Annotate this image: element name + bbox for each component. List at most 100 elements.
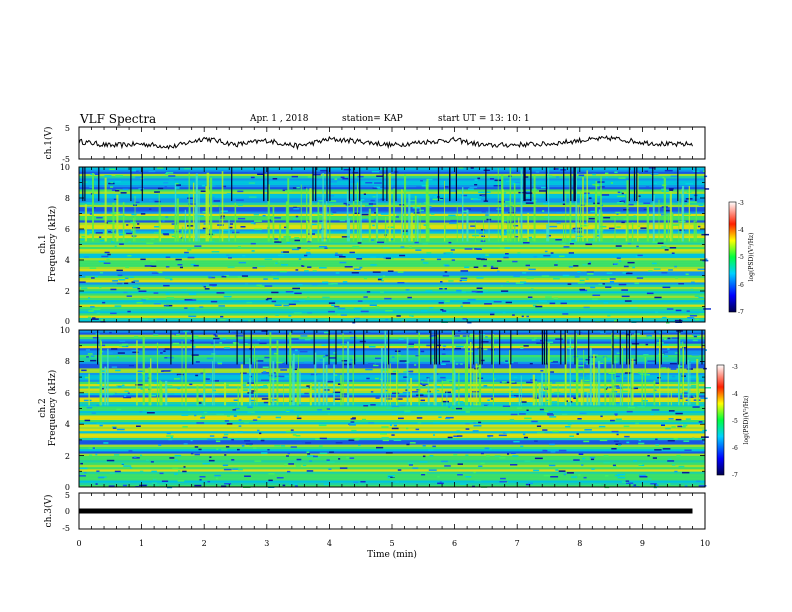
ch2-spec-speckle (616, 433, 619, 436)
ch1-spec-speckle (375, 306, 380, 308)
ch1-spec-speckle (528, 236, 532, 239)
ch2-spec-speckle (261, 398, 270, 400)
ch2-spec-band-row (79, 341, 705, 344)
ch1-spec-speckle (281, 264, 288, 266)
ch2-spec-speckle (90, 359, 97, 362)
ch1-spec-speckle (165, 306, 170, 308)
ch2-spec-sferic (269, 332, 272, 406)
ch1-spec-speckle (403, 189, 411, 192)
ch1-spec-sferic (614, 217, 616, 242)
ch1-spec-sferic (586, 170, 588, 242)
ch2-spec-speckle (96, 404, 100, 407)
ch1-spec-speckle (530, 288, 534, 290)
ch2-spec-speckle (509, 419, 515, 421)
ch2-spec-dark-streak (354, 330, 356, 365)
ch2-spec-speckle (244, 421, 249, 424)
ch2-spec-speckle (392, 475, 396, 478)
ch2-spec-speckle (370, 391, 374, 393)
ch2-spec-sferic (254, 345, 255, 406)
ch1-spec-band-row (79, 266, 705, 270)
ch1-spec-speckle (81, 236, 86, 238)
ch1-spec-speckle (627, 242, 632, 245)
ch1-spec-speckle (111, 241, 115, 243)
ch2-ytick-4: 4 (65, 420, 70, 429)
ch2-spec-speckle (209, 456, 212, 458)
ch1-spec-speckle (99, 286, 102, 289)
ch2-spec-speckle (375, 397, 380, 399)
ch2-spec-speckle (582, 457, 586, 460)
ch1-spec-speckle (430, 213, 435, 215)
ch2-spec-speckle (374, 377, 379, 380)
ch1-spec-speckle (279, 270, 287, 273)
ch1-spec-band-row (79, 313, 705, 316)
ch2-spec-speckle (446, 379, 453, 381)
ch1-spec-speckle (637, 225, 640, 227)
ch1-spec-speckle (187, 256, 195, 259)
ch1-spec-speckle (248, 320, 251, 322)
ch1-spec-speckle (340, 314, 347, 316)
ch1-spec-speckle (449, 222, 457, 224)
ch2-spec-speckle (415, 428, 420, 431)
ch2-spec-speckle (191, 335, 199, 338)
ch1-ytick-6: 6 (65, 225, 70, 234)
ch1-spec-speckle (388, 238, 394, 241)
ch2-spec-sferic (185, 331, 187, 406)
ch2-spec-speckle (428, 469, 437, 471)
ch2-spec-speckle (437, 482, 444, 485)
ch2-spec-speckle (402, 391, 411, 394)
ch2-spec-speckle (223, 433, 229, 436)
ch2-spec-speckle (222, 436, 228, 439)
ch2-spec-speckle (365, 332, 371, 334)
ch2-spec-speckle (392, 370, 399, 373)
ch2-spec-speckle (465, 411, 470, 413)
time-tick-label: 0 (76, 539, 81, 548)
ch2-spec-speckle (428, 449, 434, 451)
ch2-spec-speckle (95, 483, 98, 485)
ch1-spec-speckle (675, 277, 678, 279)
ch1-spec-speckle (627, 203, 634, 206)
ch2-spec-speckle (140, 454, 143, 457)
ch2-cb-tick-4: -4 (732, 391, 738, 398)
ch1-spec-sferic (444, 180, 445, 242)
ch1-spec-speckle (653, 179, 661, 181)
ch1-spec-speckle (689, 201, 697, 203)
ch1-spec-speckle (587, 273, 594, 275)
ch2-spectrogram-ticks (78, 329, 706, 488)
ch1-spec-speckle (439, 197, 444, 200)
ch2-spec-speckle (113, 392, 117, 395)
ch1-spec-speckle (621, 295, 630, 298)
ch2-spec-speckle (360, 481, 366, 483)
ch1-spec-speckle (579, 289, 588, 292)
ch2-spec-speckle (231, 439, 234, 441)
ch2-spec-speckle (164, 385, 173, 387)
ch2-spec-speckle (115, 369, 121, 372)
ch1-cb-tick-7: -7 (738, 309, 744, 316)
ch1-spec-speckle (164, 277, 173, 279)
ch2-spec-band-row (79, 361, 705, 364)
ch2-spec-speckle (438, 416, 442, 418)
ch1-spec-dark-streak (574, 167, 576, 202)
ch2-spec-speckle (516, 407, 522, 409)
ch1-spec-speckle (603, 302, 609, 304)
ch2-spec-speckle (420, 381, 423, 383)
ch1-spec-speckle (493, 185, 501, 187)
ch1-cb-tick-4: -4 (738, 227, 744, 234)
ch2-spec-speckle (300, 335, 308, 337)
ch2-spec-speckle (510, 464, 518, 466)
ch1-spec-speckle (517, 252, 521, 254)
ch2-spec-dark-streak (546, 330, 548, 365)
ch1-spec-speckle (154, 191, 160, 193)
ch1-spec-sferic (309, 188, 312, 242)
ch1-spec-dark-streak (485, 167, 487, 202)
ch1-spec-dark-streak (82, 167, 84, 202)
ch2-spec-speckle (85, 349, 90, 351)
ch2-spec-speckle (111, 348, 118, 350)
ch2-spec-speckle (683, 390, 689, 393)
ch2-spec-band-row (79, 368, 705, 371)
ch1-spec-speckle (491, 265, 494, 268)
ch2-spec-speckle (326, 461, 335, 464)
ch2-spec-speckle (195, 361, 200, 363)
ch2-spec-speckle (353, 481, 359, 484)
ch1-spec-speckle (445, 238, 449, 240)
ch1-spec-speckle (555, 239, 562, 241)
